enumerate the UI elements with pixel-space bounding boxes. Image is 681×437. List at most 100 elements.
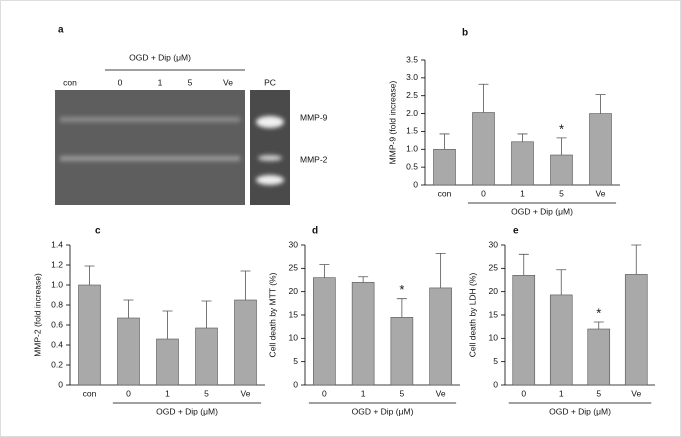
x-tick-label: 0 [521, 388, 526, 398]
lane-label: 1 [158, 77, 163, 87]
y-tick-label: 20 [289, 286, 299, 296]
error-bar [595, 94, 606, 114]
x-tick-label: Ve [241, 388, 251, 398]
x-tick-label: 1 [165, 388, 170, 398]
x-tick-label: 5 [204, 388, 209, 398]
bar [550, 154, 573, 186]
gel-xlabel: OGD + Dip (μM) [129, 52, 191, 62]
bar [433, 148, 456, 186]
y-tick-label: 30 [489, 239, 499, 249]
bar [156, 338, 179, 386]
bar [511, 141, 534, 186]
y-tick-label: 20 [489, 286, 499, 296]
y-tick-label: 0 [58, 379, 63, 389]
y-tick-label: 0 [493, 379, 498, 389]
bar [429, 287, 452, 386]
y-tick-label: 10 [289, 333, 299, 343]
x-axis-label: OGD + Dip (μM) [156, 406, 218, 416]
y-tick-label: 10 [489, 333, 499, 343]
bar [549, 294, 573, 386]
panel-letter: a [58, 25, 64, 36]
x-tick-label: Ve [436, 388, 446, 398]
bar [587, 328, 611, 386]
lane-label: 0 [118, 77, 123, 87]
error-bar [478, 83, 489, 113]
x-tick-label: 0 [481, 188, 486, 198]
bar [624, 274, 648, 386]
x-tick-label: 5 [596, 388, 601, 398]
y-tick-label: 25 [289, 263, 299, 273]
y-tick-label: 1.4 [51, 239, 63, 249]
x-tick-label: 1 [520, 188, 525, 198]
y-tick-label: 0.5 [406, 161, 418, 171]
y-axis-label: MMP-9 (fold increase) [387, 81, 397, 165]
x-tick-label: 0 [322, 388, 327, 398]
pc-image [250, 90, 290, 205]
x-tick-label: 1 [559, 388, 564, 398]
y-tick-label: 0 [413, 179, 418, 189]
y-tick-label: 3.0 [406, 72, 418, 82]
y-axis-label: Cell death by LDH (%) [467, 273, 477, 358]
error-bar [319, 264, 330, 278]
error-bar [358, 276, 369, 283]
x-tick-label: con [438, 188, 452, 198]
x-tick-label: 1 [361, 388, 366, 398]
x-tick-label: 5 [400, 388, 405, 398]
error-bar [556, 269, 567, 295]
y-tick-label: 15 [489, 309, 499, 319]
y-tick-label: 0.6 [51, 319, 63, 329]
x-tick-label: 0 [126, 388, 131, 398]
chart: b 0 0.5 1.0 1.5 2.0 2.5 3.0 3.5 MMP-9 (fold incre… [387, 28, 620, 216]
bar [351, 282, 375, 386]
lane-label: 5 [188, 77, 193, 87]
annotation: * [399, 282, 404, 297]
lane-label: Ve [223, 77, 233, 87]
error-bar [517, 133, 528, 142]
y-tick-label: 1.0 [51, 279, 63, 289]
bar [589, 113, 612, 186]
error-bar [593, 321, 604, 329]
y-axis-label: Cell death by MTT (%) [267, 272, 277, 357]
error-bar [162, 310, 173, 339]
bar [472, 112, 495, 186]
bar [390, 317, 414, 386]
y-tick-label: 2.0 [406, 108, 418, 118]
y-tick-label: 0 [293, 379, 298, 389]
annotation: * [559, 121, 564, 136]
y-tick-label: 0.4 [51, 339, 63, 349]
error-bar [240, 270, 251, 300]
error-bar [396, 298, 407, 318]
y-tick-label: 15 [289, 309, 299, 319]
lane-label: con [63, 77, 77, 87]
x-axis-label: OGD + Dip (μM) [511, 206, 573, 216]
error-bar [123, 299, 134, 318]
x-axis-label: OGD + Dip (μM) [549, 406, 611, 416]
x-tick-label: Ve [596, 188, 606, 198]
y-tick-label: 0.2 [51, 359, 63, 369]
y-tick-label: 5 [493, 356, 498, 366]
bar [234, 299, 257, 386]
y-tick-label: 1.5 [406, 126, 418, 136]
error-bar [435, 253, 446, 288]
panel-letter: c [95, 226, 101, 237]
bar [313, 277, 336, 386]
error-bar [84, 265, 95, 285]
x-tick-label: Ve [631, 388, 641, 398]
bar [117, 317, 140, 386]
y-tick-label: 25 [489, 263, 499, 273]
error-bar [556, 137, 567, 155]
x-axis-label: OGD + Dip (μM) [352, 406, 414, 416]
bar [195, 327, 218, 386]
bar [78, 284, 101, 386]
y-tick-label: 0.8 [51, 299, 63, 309]
panel-letter: d [312, 226, 318, 237]
y-tick-label: 5 [293, 356, 298, 366]
band-label: MMP-9 [300, 112, 328, 122]
error-bar [631, 244, 642, 275]
y-tick-label: 3.5 [406, 54, 418, 64]
lane-label: PC [264, 77, 276, 87]
